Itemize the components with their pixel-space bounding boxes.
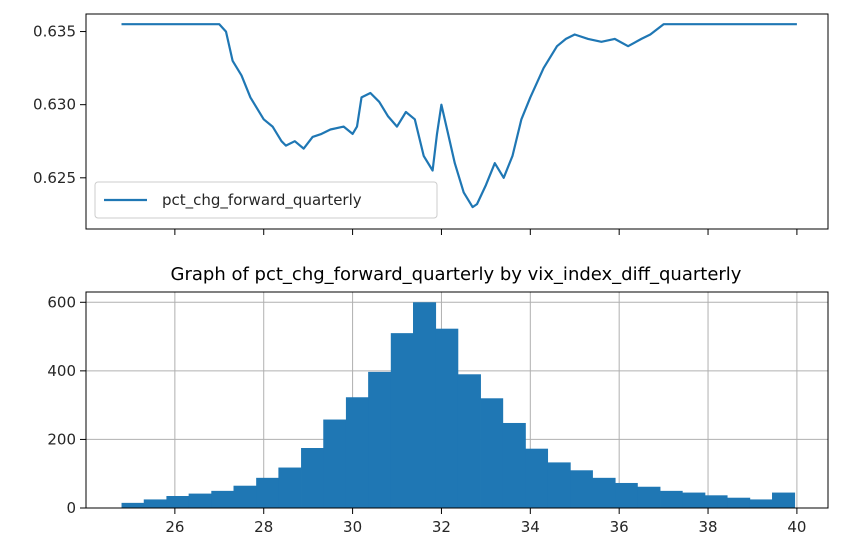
histogram-plot: Graph of pct_chg_forward_quarterly by vi… [47, 264, 829, 536]
histogram-bar [457, 374, 481, 508]
histogram-bar [727, 497, 751, 508]
histogram-bar [660, 490, 683, 508]
histogram-bar [121, 502, 145, 508]
histogram-bar [772, 492, 796, 508]
histogram-bar [592, 477, 616, 508]
y-tick-label: 600 [47, 293, 76, 311]
histogram-bar [323, 419, 347, 508]
histogram-bar [547, 462, 571, 508]
line-plot-axes: 0.625 0.630 0.635 [33, 23, 798, 235]
y-tick-label: 400 [47, 362, 76, 380]
line-plot: 0.625 0.630 0.635 pct_chg_forward_quarterl… [33, 13, 829, 235]
histogram-bars [121, 302, 796, 508]
y-tick-label: 0.630 [33, 96, 76, 114]
histogram-bar [233, 485, 257, 508]
histogram-bar [570, 470, 593, 508]
line-plot-frame [85, 13, 829, 230]
x-tick-label: 34 [521, 518, 540, 536]
histogram-bar [615, 482, 638, 508]
histogram-bar [704, 495, 728, 508]
y-tick-label: 200 [47, 430, 76, 448]
legend: pct_chg_forward_quarterly [94, 181, 438, 219]
histogram-bar [368, 371, 392, 508]
y-tick-label: 0.625 [33, 169, 76, 187]
x-tick-label: 32 [432, 518, 451, 536]
histogram-bar [749, 499, 773, 508]
histogram-bar [502, 422, 526, 508]
series-line [121, 23, 797, 209]
x-tick-label: 40 [787, 518, 806, 536]
x-tick-label: 28 [254, 518, 273, 536]
x-tick-label: 38 [698, 518, 717, 536]
legend-box [94, 181, 438, 219]
histogram-bar [637, 486, 661, 508]
histogram-bar [211, 490, 234, 508]
x-tick-label: 26 [165, 518, 184, 536]
histogram-bar [166, 496, 190, 508]
histogram-bar [413, 302, 437, 508]
histogram-bar [525, 448, 549, 508]
histogram-bar [188, 493, 212, 508]
histogram-title: Graph of pct_chg_forward_quarterly by vi… [171, 264, 742, 285]
legend-label: pct_chg_forward_quarterly [162, 191, 362, 210]
histogram-bar [278, 467, 302, 508]
histogram-bar [480, 398, 504, 508]
histogram-bar [682, 492, 706, 508]
histogram-bar [435, 328, 459, 508]
histogram-bar [256, 477, 279, 508]
histogram-bar [390, 333, 414, 508]
y-tick-label: 0.635 [33, 23, 76, 41]
y-tick-label: 0 [66, 499, 76, 517]
x-tick-label: 36 [610, 518, 629, 536]
histogram-bar [345, 397, 369, 508]
x-tick-label: 30 [343, 518, 362, 536]
histogram-bar [301, 448, 324, 508]
histogram-bar [143, 499, 167, 508]
histogram-frame [85, 291, 829, 509]
